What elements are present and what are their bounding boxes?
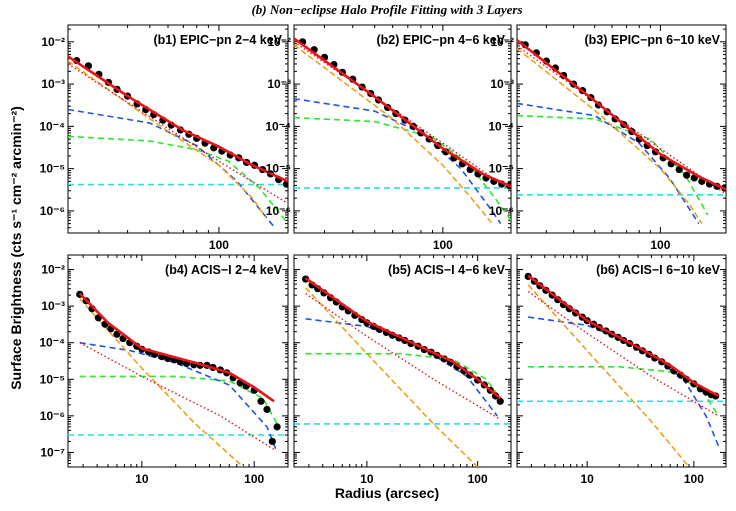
data-point: [268, 437, 276, 446]
y-tick-label: 10⁻⁴: [39, 336, 65, 350]
data-point: [282, 180, 288, 188]
y-tick-label: 10⁻⁶: [489, 204, 514, 218]
panel-frame: [293, 254, 512, 468]
y-tick-label: 10⁻³: [41, 299, 65, 313]
panel-frame: [67, 254, 289, 468]
panels-group: 10⁻² 10⁻³ 10⁻⁴ 10⁻⁵ 10⁻⁶ 100 (b1) EPIC−pn 2−4 …: [39, 24, 727, 486]
layer-component-dotted: [517, 45, 726, 195]
layer-component-green: [68, 135, 288, 225]
x-tick-label: 10: [135, 472, 149, 486]
panel-2: 10⁻² 10⁻³ 10⁻⁴ 10⁻⁵ 10⁻⁶ 100 (b2) EPIC−pn 4−6 …: [265, 24, 512, 252]
y-tick-label: 10⁻⁶: [266, 204, 291, 218]
panel-curves: [294, 275, 511, 467]
layer-component-green: [294, 116, 511, 221]
panel-1: 10⁻² 10⁻³ 10⁻⁴ 10⁻⁵ 10⁻⁶ 100 (b1) EPIC−pn 2−4 …: [39, 24, 289, 252]
y-tick-label: 10⁻⁶: [40, 204, 65, 218]
panel-frame: [516, 24, 727, 234]
panel-label: (b2) EPIC−pn 4−6 keV: [376, 33, 505, 47]
data-point: [257, 397, 265, 405]
panel-3: 10⁻² 10⁻³ 10⁻⁴ 10⁻⁵ 10⁻⁶ 100 (b3) EPIC−pn 6−10…: [488, 24, 727, 252]
layer-component-green: [305, 352, 501, 399]
total-fit-line: [78, 292, 275, 403]
figure-title: (b) Non−eclipse Halo Profile Fitting wit…: [251, 2, 522, 17]
data-point: [675, 165, 683, 174]
y-axis-label: Surface Brightness (cts s⁻¹ cm⁻² arcmin⁻…: [8, 106, 24, 390]
total-fit-line: [294, 37, 511, 188]
panel-frame: [516, 254, 727, 468]
x-tick-label: 100: [244, 472, 264, 486]
y-tick-label: 10⁻²: [41, 35, 65, 49]
data-point: [263, 405, 271, 414]
panel-label: (b3) EPIC−pn 6−10 keV: [585, 33, 721, 47]
x-axis-label: Radius (arcsec): [335, 485, 439, 501]
y-tick-label: 10⁻⁷: [40, 445, 65, 459]
x-tick-label: 100: [650, 238, 670, 252]
panel-frame: [67, 24, 289, 234]
layer-component-orange: [68, 60, 267, 218]
x-tick-label: 100: [468, 472, 488, 486]
data-point: [683, 171, 691, 179]
panel-label: (b5) ACIS−I 4−6 keV: [388, 263, 506, 277]
y-tick-label: 10⁻³: [490, 77, 514, 91]
x-tick-label: 100: [433, 238, 453, 252]
y-tick-label: 10⁻⁵: [489, 162, 514, 176]
y-tick-label: 10⁻⁵: [266, 162, 291, 176]
y-tick-label: 10⁻⁴: [488, 119, 514, 133]
y-tick-label: 10⁻²: [267, 35, 291, 49]
panel-5: 10 100 (b5) ACIS−I 4−6 keV: [293, 254, 512, 486]
x-tick-label: 10: [580, 472, 594, 486]
total-fit-line: [527, 274, 720, 398]
y-tick-label: 10⁻⁴: [39, 119, 65, 133]
y-tick-label: 10⁻²: [490, 35, 514, 49]
layer-component-blue: [528, 316, 720, 447]
x-tick-label: 10: [360, 472, 374, 486]
data-point: [496, 397, 504, 405]
panel-frame: [293, 24, 512, 234]
layer-component-orange: [517, 47, 703, 225]
layer-component-dotted: [527, 291, 719, 417]
panel-curves: [68, 290, 288, 467]
layer-component-blue: [68, 108, 276, 229]
y-tick-label: 10⁻³: [267, 77, 291, 91]
layer-component-green: [517, 114, 709, 216]
layer-component-green: [528, 366, 720, 417]
y-tick-label: 10⁻³: [41, 77, 65, 91]
layer-component-blue: [517, 102, 700, 225]
x-tick-label: 100: [684, 472, 704, 486]
x-tick-label: 100: [209, 238, 229, 252]
layer-component-green: [79, 375, 278, 425]
y-tick-label: 10⁻⁵: [40, 162, 65, 176]
panel-label: (b6) ACIS−I 6−10 keV: [596, 263, 721, 277]
panel-6: 10 100 (b6) ACIS−I 6−10 keV: [516, 254, 727, 486]
total-fit-line: [304, 277, 502, 400]
panel-4: 10⁻² 10⁻³ 10⁻⁴ 10⁻⁵ 10⁻⁶ 10⁻⁷ 10 100 (b4) ACIS−I…: [39, 254, 289, 486]
layer-component-orange: [79, 298, 244, 467]
layer-component-blue: [305, 318, 498, 417]
layer-component-orange: [305, 287, 479, 467]
layer-component-orange: [294, 44, 493, 225]
panel-curves: [294, 37, 511, 225]
data-point: [273, 423, 281, 431]
panel-label: (b4) ACIS−I 2−4 keV: [165, 263, 283, 277]
total-fit-line: [517, 39, 726, 191]
panel-curves: [68, 55, 288, 229]
layer-component-dotted: [305, 293, 501, 420]
y-tick-label: 10⁻⁴: [265, 119, 291, 133]
panel-curves: [517, 39, 726, 225]
y-tick-label: 10⁻²: [41, 263, 65, 277]
layer-component-orange: [527, 284, 690, 467]
y-tick-label: 10⁻⁶: [40, 409, 65, 423]
y-tick-label: 10⁻⁵: [40, 372, 65, 386]
panel-curves: [517, 272, 726, 467]
total-fit-line: [68, 55, 288, 183]
panel-label: (b1) EPIC−pn 2−4 keV: [153, 33, 282, 47]
layer-component-blue: [79, 341, 278, 453]
layer-component-blue: [294, 97, 502, 225]
